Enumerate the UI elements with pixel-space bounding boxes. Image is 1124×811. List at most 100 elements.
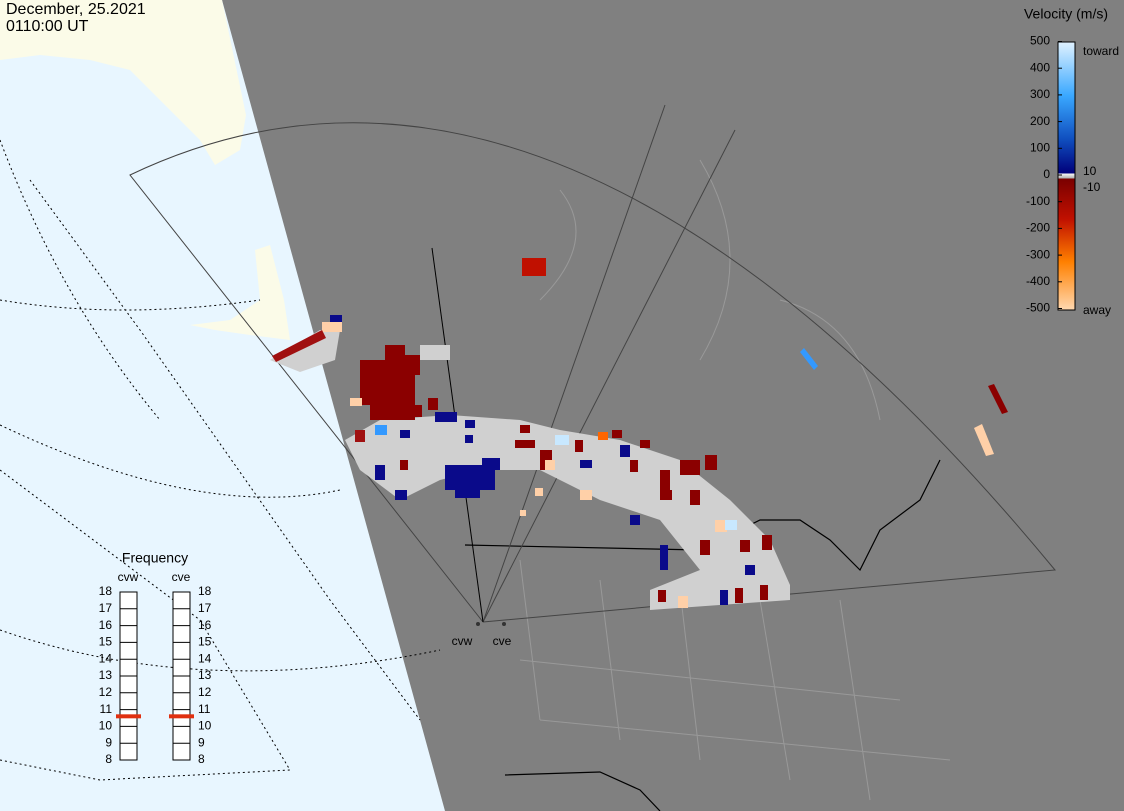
frequency-tick-label: 15	[198, 635, 212, 649]
longitude-line	[29, 179, 421, 721]
radar-cell	[580, 460, 592, 468]
ocean	[0, 0, 445, 811]
radar-cell	[555, 435, 569, 445]
radar-cell	[400, 430, 410, 438]
radar-name: cve	[172, 570, 191, 584]
radar-cell	[375, 465, 385, 480]
radar-cell	[660, 470, 670, 490]
frequency-tick-label: 17	[99, 601, 113, 615]
radar-cell	[598, 432, 608, 440]
velocity-tick-label: 300	[1030, 87, 1050, 101]
frequency-tick-label: 10	[99, 719, 113, 733]
frequency-tick-label: 12	[198, 685, 212, 699]
radar-cell	[760, 585, 768, 600]
radar-cell	[700, 540, 710, 555]
radar-cell	[322, 322, 342, 332]
radar-cell	[370, 400, 415, 420]
radar-cell	[988, 384, 1008, 414]
frequency-tick-label: 18	[99, 584, 113, 598]
radar-cell	[330, 315, 342, 323]
frequency-tick-label: 14	[198, 651, 212, 665]
radar-name: cvw	[118, 570, 139, 584]
radar-cell	[385, 345, 405, 360]
velocity-tick-label: -100	[1026, 194, 1050, 208]
radar-cell	[355, 430, 365, 442]
frequency-tick-label: 9	[105, 735, 112, 749]
velocity-title: Velocity (m/s)	[1024, 6, 1108, 22]
frequency-tick-label: 18	[198, 584, 212, 598]
station-label: cve	[493, 634, 512, 648]
radar-cell	[715, 520, 727, 532]
colorbar	[1057, 41, 1076, 311]
longitude-line	[0, 469, 291, 771]
radar-cell	[575, 440, 583, 452]
velocity-tick-label: 10	[1083, 164, 1097, 178]
frequency-tick-label: 13	[99, 668, 113, 682]
radar-cell	[435, 412, 457, 422]
station-marker	[476, 622, 480, 626]
frequency-tick-label: 8	[198, 752, 205, 766]
radar-cell	[395, 490, 407, 500]
radar-cell	[680, 460, 700, 475]
velocity-tick-label: -300	[1026, 247, 1050, 261]
frequency-marker	[116, 714, 141, 719]
radar-cells	[272, 258, 1008, 608]
radar-cell	[520, 425, 530, 433]
coast-land	[190, 245, 290, 340]
radar-cell	[515, 440, 535, 448]
fan-beam	[482, 129, 736, 623]
away-label: away	[1083, 303, 1111, 317]
radar-cell	[705, 455, 717, 470]
radar-cell	[375, 425, 387, 435]
radar-cell	[762, 535, 772, 550]
radar-cell	[482, 458, 500, 470]
frequency-marker	[169, 714, 194, 719]
velocity-tick-label: -200	[1026, 221, 1050, 235]
radar-cell	[420, 345, 450, 360]
frequency-tick-label: 9	[198, 735, 205, 749]
velocity-tick-label: 500	[1030, 34, 1050, 48]
radar-cell	[522, 258, 546, 276]
radar-cell	[660, 490, 672, 500]
radar-cell	[410, 405, 422, 417]
frequency-tick-label: 13	[198, 668, 212, 682]
radar-cell	[800, 348, 818, 370]
radar-cell	[690, 490, 700, 505]
radar-cell	[660, 545, 668, 570]
latitude-line	[0, 759, 291, 781]
frequency-tick-label: 10	[198, 719, 212, 733]
radar-cell	[678, 596, 688, 608]
scatter-region	[270, 330, 340, 372]
radar-cell	[405, 355, 420, 375]
radar-cell	[400, 460, 408, 470]
frequency-tick-label: 11	[100, 702, 113, 716]
state-lines	[519, 159, 951, 801]
time: 0110:00 UT	[6, 18, 89, 35]
latitude-line	[0, 424, 341, 498]
velocity-tick-label: 100	[1030, 140, 1050, 154]
radar-cell	[465, 420, 475, 428]
date: December, 25.2021	[6, 1, 146, 18]
velocity-tick-label: 400	[1030, 60, 1050, 74]
latitude-line	[0, 629, 441, 672]
radar-cell	[740, 540, 750, 552]
frequency-tick-label: 12	[99, 685, 113, 699]
radar-cell	[725, 520, 737, 530]
radar-cell	[350, 398, 362, 406]
latitude-line	[0, 139, 161, 421]
frequency-tick-label: 17	[198, 601, 212, 615]
alaska-land	[0, 0, 246, 165]
radar-cell	[974, 424, 994, 456]
frequency-tick-label: 14	[99, 651, 113, 665]
velocity-tick-label: 0	[1043, 167, 1050, 181]
velocity-tick-label: 200	[1030, 114, 1050, 128]
fan-outline	[129, 122, 1056, 623]
graticule	[0, 139, 441, 781]
radar-cell	[630, 515, 640, 525]
radar-cell	[620, 445, 630, 457]
station-marker	[502, 622, 506, 626]
toward-label: toward	[1083, 44, 1119, 58]
velocity-tick-label: -400	[1026, 274, 1050, 288]
radar-cell	[465, 435, 473, 443]
border-line	[504, 771, 661, 811]
